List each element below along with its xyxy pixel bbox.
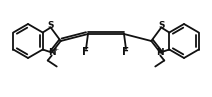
Text: F: F	[82, 47, 89, 57]
Text: N: N	[48, 48, 56, 57]
Text: S: S	[158, 22, 165, 30]
Text: F: F	[123, 47, 130, 57]
Text: S: S	[47, 22, 54, 30]
Text: +: +	[54, 46, 59, 52]
Text: N: N	[156, 48, 164, 57]
